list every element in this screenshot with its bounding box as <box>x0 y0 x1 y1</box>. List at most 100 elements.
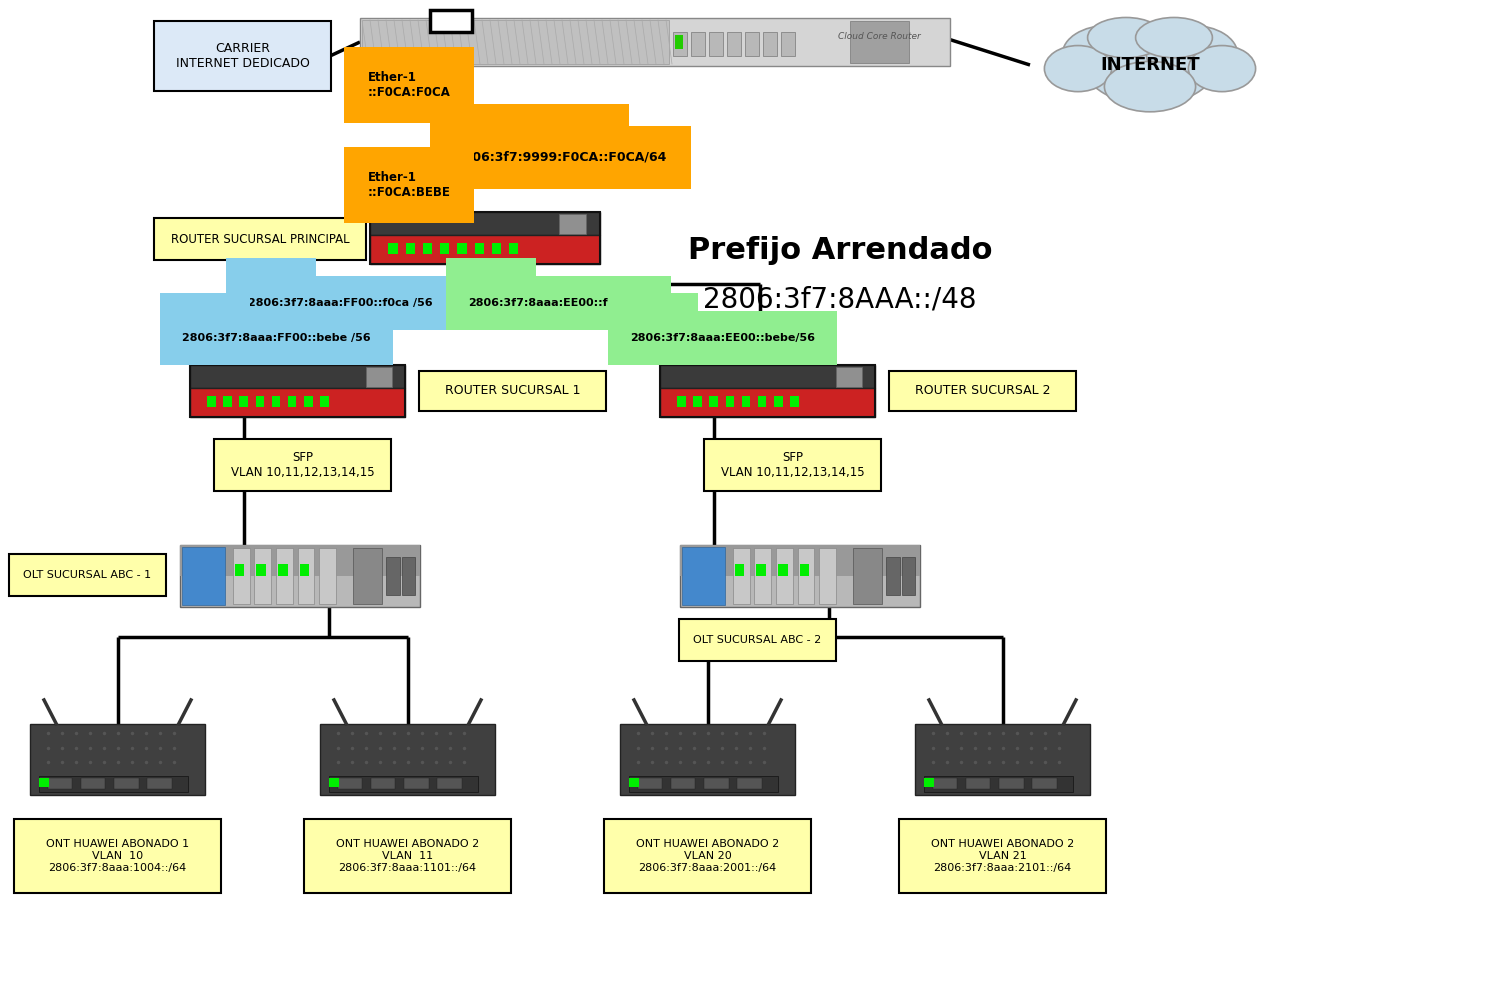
FancyBboxPatch shape <box>240 396 248 407</box>
FancyBboxPatch shape <box>735 563 744 576</box>
FancyBboxPatch shape <box>423 243 432 254</box>
FancyBboxPatch shape <box>744 32 759 56</box>
Text: Prefijo Arrendado: Prefijo Arrendado <box>687 235 993 265</box>
FancyBboxPatch shape <box>338 778 362 790</box>
Text: Cloud Core Router: Cloud Core Router <box>837 32 921 41</box>
Text: ONT HUAWEI ABONADO 2
VLAN 21
2806:3f7:8aaa:2101::/64: ONT HUAWEI ABONADO 2 VLAN 21 2806:3f7:8a… <box>932 840 1074 873</box>
FancyBboxPatch shape <box>682 547 724 605</box>
FancyBboxPatch shape <box>902 557 915 594</box>
Text: SFP
VLAN 10,11,12,13,14,15: SFP VLAN 10,11,12,13,14,15 <box>720 451 864 479</box>
FancyBboxPatch shape <box>924 778 934 788</box>
Text: OLT SUCURSAL ABC - 2: OLT SUCURSAL ABC - 2 <box>693 635 822 645</box>
Text: Ether-1
::F0CA:BEBE: Ether-1 ::F0CA:BEBE <box>368 171 452 199</box>
FancyBboxPatch shape <box>362 20 669 64</box>
FancyBboxPatch shape <box>726 396 734 407</box>
FancyBboxPatch shape <box>256 563 265 576</box>
Text: ONT HUAWEI ABONADO 2
VLAN 20
2806:3f7:8aaa:2001::/64: ONT HUAWEI ABONADO 2 VLAN 20 2806:3f7:8a… <box>636 840 778 873</box>
FancyBboxPatch shape <box>154 218 366 260</box>
FancyBboxPatch shape <box>798 548 814 604</box>
FancyBboxPatch shape <box>370 235 600 264</box>
Text: 2806:3f7:8aaa:FF00::f0ca /56: 2806:3f7:8aaa:FF00::f0ca /56 <box>248 298 432 308</box>
Text: ROUTER SUCURSAL 2: ROUTER SUCURSAL 2 <box>915 385 1050 398</box>
FancyBboxPatch shape <box>30 723 206 795</box>
FancyBboxPatch shape <box>114 778 138 790</box>
FancyBboxPatch shape <box>304 396 312 407</box>
Text: ONT HUAWEI ABONADO 2
VLAN  11
2806:3f7:8aaa:1101::/64: ONT HUAWEI ABONADO 2 VLAN 11 2806:3f7:8a… <box>336 840 478 873</box>
FancyBboxPatch shape <box>509 243 519 254</box>
FancyBboxPatch shape <box>492 243 501 254</box>
FancyBboxPatch shape <box>660 389 874 417</box>
FancyBboxPatch shape <box>675 35 682 49</box>
FancyBboxPatch shape <box>387 557 399 594</box>
Text: ROUTER SUCURSAL PRINCIPAL: ROUTER SUCURSAL PRINCIPAL <box>171 232 350 245</box>
Ellipse shape <box>1062 25 1154 83</box>
Ellipse shape <box>1188 45 1256 91</box>
Text: 2806:3f7:8aaa:EE00::f0ca/56: 2806:3f7:8aaa:EE00::f0ca/56 <box>468 298 650 308</box>
FancyBboxPatch shape <box>966 778 990 790</box>
FancyBboxPatch shape <box>419 371 606 411</box>
FancyBboxPatch shape <box>628 776 777 793</box>
FancyBboxPatch shape <box>232 548 249 604</box>
FancyBboxPatch shape <box>800 563 808 576</box>
FancyBboxPatch shape <box>402 557 416 594</box>
FancyBboxPatch shape <box>207 396 216 407</box>
FancyBboxPatch shape <box>352 548 381 604</box>
FancyBboxPatch shape <box>458 243 466 254</box>
FancyBboxPatch shape <box>704 439 880 491</box>
FancyBboxPatch shape <box>255 548 272 604</box>
Text: CARRIER
INTERNET DEDICADO: CARRIER INTERNET DEDICADO <box>176 42 309 70</box>
Ellipse shape <box>1146 25 1238 83</box>
FancyBboxPatch shape <box>388 243 398 254</box>
FancyBboxPatch shape <box>39 776 188 793</box>
FancyBboxPatch shape <box>604 819 812 893</box>
FancyBboxPatch shape <box>690 32 705 56</box>
FancyBboxPatch shape <box>320 396 328 407</box>
FancyBboxPatch shape <box>886 557 900 594</box>
FancyBboxPatch shape <box>440 243 450 254</box>
Text: Ether-1: Ether-1 <box>630 315 676 325</box>
FancyBboxPatch shape <box>370 778 396 790</box>
FancyBboxPatch shape <box>370 212 600 235</box>
Text: Ether-2: Ether-2 <box>248 280 294 290</box>
FancyBboxPatch shape <box>676 396 686 407</box>
FancyBboxPatch shape <box>328 776 477 793</box>
FancyBboxPatch shape <box>708 32 723 56</box>
FancyBboxPatch shape <box>300 563 309 576</box>
Text: ROUTER SUCURSAL 1: ROUTER SUCURSAL 1 <box>444 385 580 398</box>
FancyBboxPatch shape <box>660 365 874 389</box>
FancyBboxPatch shape <box>710 396 718 407</box>
Ellipse shape <box>1044 45 1112 91</box>
FancyBboxPatch shape <box>924 776 1072 793</box>
FancyBboxPatch shape <box>366 367 392 387</box>
FancyBboxPatch shape <box>236 563 244 576</box>
FancyBboxPatch shape <box>474 243 484 254</box>
FancyBboxPatch shape <box>898 819 1106 893</box>
FancyBboxPatch shape <box>999 778 1023 790</box>
FancyBboxPatch shape <box>680 619 836 661</box>
FancyBboxPatch shape <box>776 548 794 604</box>
FancyBboxPatch shape <box>405 243 416 254</box>
Text: INTERNET: INTERNET <box>1100 56 1200 74</box>
FancyBboxPatch shape <box>853 548 882 604</box>
FancyBboxPatch shape <box>819 548 836 604</box>
FancyBboxPatch shape <box>738 778 762 790</box>
FancyBboxPatch shape <box>404 778 429 790</box>
FancyBboxPatch shape <box>297 548 315 604</box>
FancyBboxPatch shape <box>638 778 662 790</box>
FancyBboxPatch shape <box>288 396 297 407</box>
FancyBboxPatch shape <box>754 548 771 604</box>
Text: RED PUNTO A PUNTO: RED PUNTO A PUNTO <box>454 128 603 141</box>
FancyBboxPatch shape <box>224 396 232 407</box>
Text: OLT SUCURSAL ABC - 1: OLT SUCURSAL ABC - 1 <box>24 570 152 580</box>
FancyBboxPatch shape <box>214 439 392 491</box>
Text: 2806:3f7:8aaa:FF00::bebe /56: 2806:3f7:8aaa:FF00::bebe /56 <box>182 333 370 343</box>
Text: Ether-1
::F0CA:F0CA: Ether-1 ::F0CA:F0CA <box>368 71 452 99</box>
FancyBboxPatch shape <box>778 563 788 576</box>
Text: Ether-3: Ether-3 <box>468 280 514 290</box>
FancyBboxPatch shape <box>774 396 783 407</box>
FancyBboxPatch shape <box>780 32 795 56</box>
FancyBboxPatch shape <box>758 396 766 407</box>
FancyBboxPatch shape <box>672 32 687 56</box>
FancyBboxPatch shape <box>1032 778 1056 790</box>
FancyBboxPatch shape <box>933 778 957 790</box>
